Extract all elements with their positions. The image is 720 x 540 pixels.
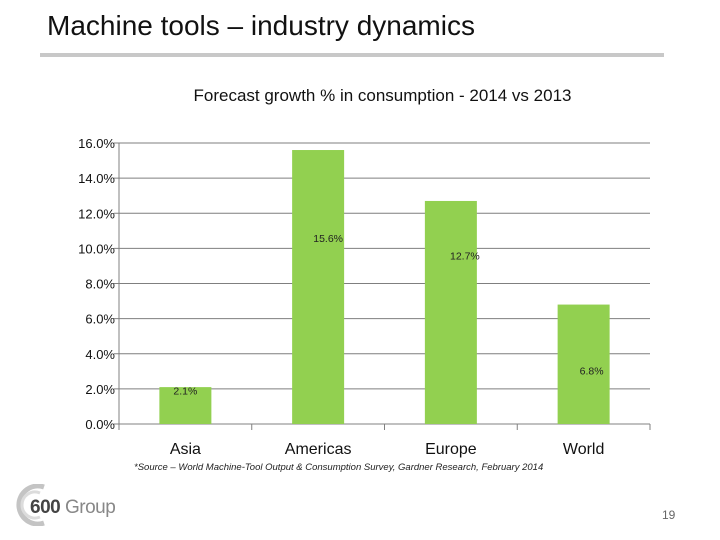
page-number: 19 <box>662 508 676 522</box>
svg-text:600: 600 <box>30 497 60 518</box>
y-tick-label: 6.0% <box>85 312 115 327</box>
x-category-label: Americas <box>285 441 352 458</box>
svg-text:Group: Group <box>65 497 115 518</box>
bar-asia <box>159 387 212 424</box>
y-tick-label: 14.0% <box>78 171 115 186</box>
data-label: 2.1% <box>173 386 197 398</box>
x-category-label: Asia <box>170 441 201 458</box>
x-category-label: World <box>563 441 605 458</box>
y-tick-label: 16.0% <box>78 136 115 151</box>
source-note: *Source – World Machine-Tool Output & Co… <box>134 462 544 473</box>
title-underline <box>40 53 664 57</box>
x-category-label: Europe <box>425 441 477 458</box>
bar-americas <box>292 150 345 424</box>
y-tick-label: 4.0% <box>85 347 115 362</box>
data-label: 15.6% <box>313 233 343 245</box>
bar-world <box>557 304 610 424</box>
y-tick-label: 8.0% <box>85 277 115 292</box>
chart-title: Forecast growth % in consumption - 2014 … <box>193 86 572 105</box>
600group-logo: 600 Group <box>16 484 116 526</box>
y-tick-label: 0.0% <box>85 417 115 432</box>
y-tick-label: 12.0% <box>78 206 115 221</box>
data-label: 12.7% <box>450 250 480 262</box>
y-tick-label: 2.0% <box>85 382 115 397</box>
y-tick-label: 10.0% <box>78 241 115 256</box>
bar-europe <box>424 200 477 424</box>
slide-title: Machine tools – industry dynamics <box>47 10 475 41</box>
data-label: 6.8% <box>580 365 604 377</box>
